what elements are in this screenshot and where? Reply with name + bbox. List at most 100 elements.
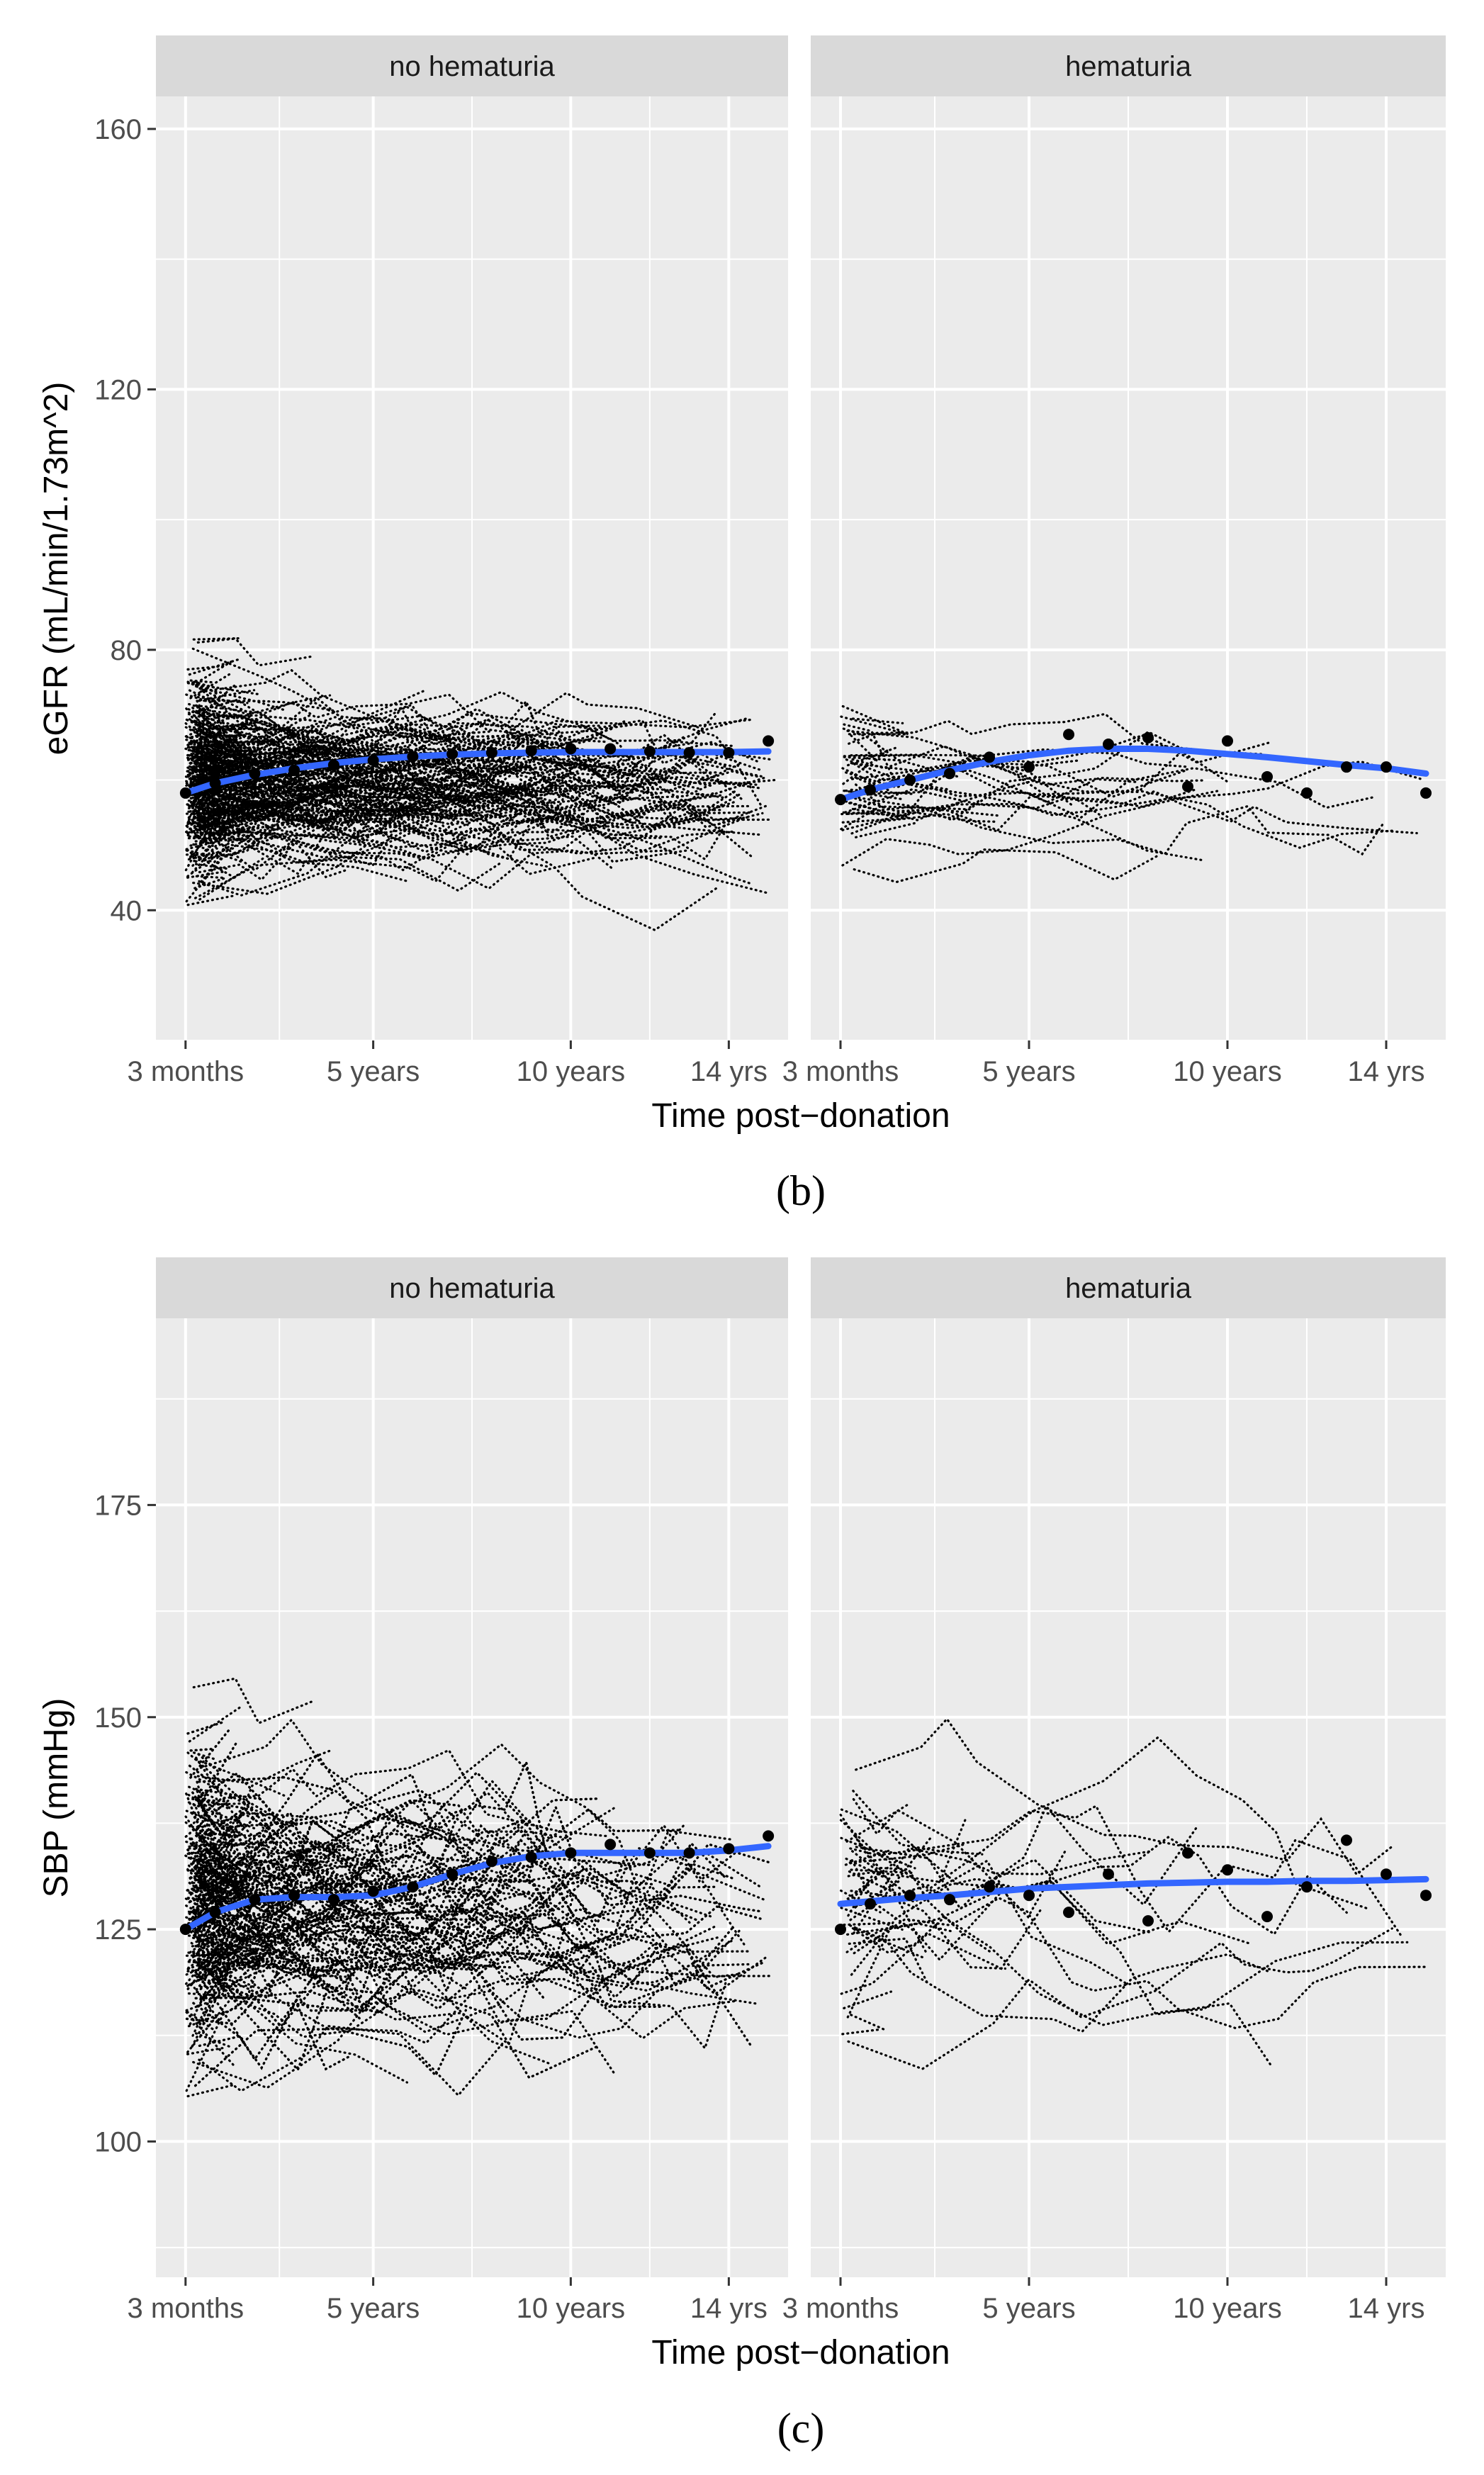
subject-trajectory — [190, 1982, 222, 2023]
subject-trajectory — [187, 1885, 381, 1960]
y-axis-title: SBP (mmHg) — [38, 1698, 75, 1898]
x-tick-label: 3 months — [782, 2293, 899, 2324]
subject-trajectory — [195, 812, 612, 860]
subject-trajectory — [198, 1860, 553, 1951]
subject-trajectory — [191, 735, 742, 821]
mean-point — [565, 1847, 577, 1859]
mean-point — [835, 794, 846, 806]
subject-trajectory — [189, 689, 226, 708]
subject-trajectory — [187, 713, 259, 732]
subject-trajectory — [194, 843, 467, 899]
subject-trajectory — [188, 702, 444, 813]
subject-trajectory — [850, 734, 880, 764]
subject-trajectory — [187, 1907, 712, 1977]
subject-trajectory — [198, 829, 221, 836]
subject-trajectory — [196, 636, 240, 644]
subject-trajectory — [853, 1846, 1151, 1935]
subject-trajectory — [191, 1758, 654, 1867]
subject-trajectory — [186, 870, 225, 879]
subject-trajectory — [187, 1896, 388, 2006]
mean-point — [367, 1885, 379, 1897]
mean-point — [1420, 787, 1432, 799]
subject-trajectory — [196, 1790, 282, 1909]
subject-trajectory — [847, 1817, 967, 1884]
subject-trajectory — [195, 1897, 351, 1978]
mean-point — [1023, 1890, 1035, 1902]
subject-trajectory — [186, 736, 657, 837]
subject-trajectory — [191, 1934, 299, 1948]
subject-trajectory — [193, 747, 312, 758]
mean-point — [288, 1890, 300, 1902]
subject-trajectory — [191, 722, 257, 743]
subject-trajectory — [191, 831, 230, 874]
subject-trajectory — [194, 790, 227, 832]
subject-trajectory — [198, 794, 751, 853]
subject-trajectory — [196, 1772, 482, 1853]
mean-point — [865, 784, 876, 796]
subject-trajectory — [189, 672, 232, 700]
subject-trajectory — [198, 1789, 700, 1922]
subject-trajectory — [194, 1884, 221, 1933]
mean-point — [446, 748, 459, 760]
subject-trajectory — [191, 1812, 215, 1849]
subject-trajectory — [853, 1916, 1409, 2026]
subject-trajectory — [842, 727, 960, 778]
mean-point — [865, 1898, 876, 1910]
subject-trajectory — [194, 1788, 435, 1903]
facet-no-hematuria: no hematuria 3 months 5 years 10 years 14 yr… — [94, 35, 788, 1087]
subject-trajectory — [189, 762, 224, 799]
subject-trajectory — [196, 1830, 575, 1931]
subject-trajectory — [196, 802, 728, 861]
subject-trajectory — [186, 2046, 225, 2055]
subject-trajectory — [198, 1817, 457, 1931]
subject-trajectory — [855, 821, 918, 838]
subject-trajectory — [188, 780, 762, 838]
subject-trajectory — [185, 1890, 753, 1992]
subject-trajectory — [193, 746, 532, 791]
subject-trajectory — [841, 767, 891, 792]
subject-trajectory — [848, 756, 1188, 796]
subject-trajectory — [850, 762, 1206, 804]
subject-trajectory — [195, 1834, 653, 2041]
subject-trajectory — [846, 1836, 1348, 2019]
subject-trajectory — [843, 1990, 892, 2009]
subject-trajectory — [198, 1908, 772, 2039]
subject-trajectory — [853, 1897, 1430, 2029]
subject-trajectory — [193, 797, 308, 821]
mean-point — [1063, 1907, 1074, 1919]
subject-trajectory — [850, 1868, 913, 1874]
facet-strip — [156, 1257, 788, 1318]
subject-trajectory — [192, 1882, 514, 2003]
subject-trajectory — [196, 1813, 246, 1830]
subject-trajectory — [190, 758, 728, 832]
subject-trajectory — [850, 1890, 1006, 1970]
subject-trajectory — [191, 781, 349, 821]
subject-trajectory — [186, 806, 255, 824]
smooth-curve — [837, 746, 1429, 803]
mean-point — [984, 1881, 995, 1893]
mean-point — [1301, 1881, 1312, 1893]
subject-trajectory — [196, 700, 723, 829]
subject-trajectory — [197, 705, 328, 748]
subject-trajectory — [187, 1992, 408, 2084]
mean-point — [723, 1843, 735, 1855]
subject-trajectory — [841, 812, 884, 816]
subject-trajectory — [852, 1790, 984, 1856]
subject-trajectory — [196, 694, 332, 754]
subject-trajectory — [185, 804, 665, 857]
subject-trajectory — [854, 1835, 929, 1956]
subject-trajectory — [191, 1862, 737, 1958]
subject-trajectory — [192, 1749, 609, 1838]
subject-trajectory — [186, 811, 343, 835]
subject-trajectory — [849, 1836, 932, 1921]
facet-no-hematuria: no hematuria 3 months 5 years 10 years 14 yr… — [94, 1257, 788, 2324]
subject-trajectory — [199, 1909, 241, 1981]
y-tick-label: 100 — [94, 2126, 142, 2157]
mean-point — [1182, 1847, 1193, 1859]
subject-trajectory — [841, 789, 1222, 867]
subject-trajectory — [192, 800, 736, 895]
subject-trajectory — [187, 837, 408, 882]
subject-trajectory — [184, 1854, 248, 1893]
mean-point — [944, 1894, 955, 1906]
